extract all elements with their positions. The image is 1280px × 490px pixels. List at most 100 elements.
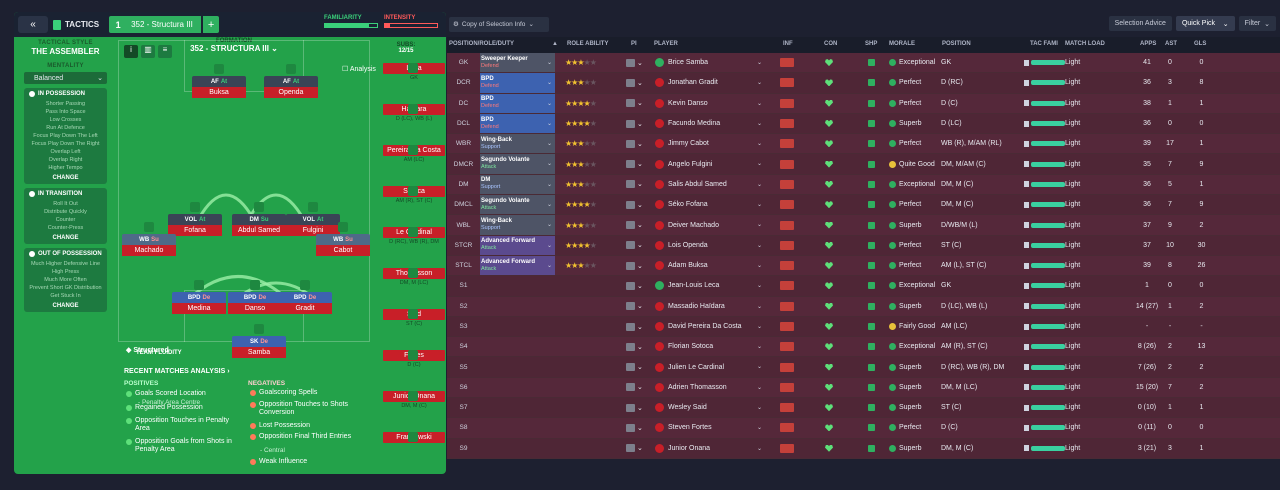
role-duty-select[interactable]: Advanced Forward Attack ⌄ [480, 255, 555, 276]
role-duty-select[interactable] [480, 439, 555, 458]
instructions-icon[interactable] [626, 342, 635, 351]
player-instructions[interactable]: ⌄ [626, 378, 643, 397]
instructions-icon[interactable] [626, 160, 635, 169]
back-button[interactable]: « [18, 16, 48, 33]
player-instructions[interactable]: ⌄ [626, 439, 643, 458]
info-icon[interactable]: i [124, 45, 138, 58]
tactical-style-value[interactable]: THE ASSEMBLER [31, 47, 100, 56]
instructions-icon[interactable] [626, 281, 635, 290]
col-ast[interactable]: AST [1165, 41, 1177, 47]
role-duty-select[interactable] [480, 297, 555, 316]
player-role-duty[interactable]: AF At [192, 76, 246, 87]
player-name[interactable]: Wesley Said [668, 404, 707, 412]
table-row[interactable]: DM DM Support ⌄ ★★★ ★ ★ ⌄ Salis Abdul Samed ⌄ Exce… [447, 174, 1280, 196]
player-name[interactable]: Abdul Samed [232, 225, 286, 236]
instructions-icon[interactable] [626, 58, 635, 67]
table-row[interactable]: S2 ⌄ Massadio Haïdara ⌄ Superb D (LC), WB (L)… [447, 296, 1280, 317]
mentality-select[interactable]: Balanced ⌄ [24, 72, 107, 84]
role-duty-select[interactable]: Wing-Back Support ⌄ [480, 134, 555, 154]
player-cell[interactable]: Kevin Danso [655, 94, 708, 113]
sub-player[interactable]: LecaGK [383, 63, 445, 93]
chevron-down-icon[interactable]: ⌄ [757, 344, 763, 351]
role-duty-select[interactable]: Wing-Back Support ⌄ [480, 215, 555, 235]
tactic-select[interactable]: 352 - Structura III [127, 16, 202, 33]
instructions-icon[interactable] [626, 423, 635, 432]
player-role-duty[interactable]: VOL At [286, 214, 340, 225]
player-instructions[interactable]: ⌄ [626, 236, 643, 255]
chevron-down-icon[interactable]: ⌄ [757, 262, 763, 269]
player-cell[interactable]: Jean-Louis Leca [655, 276, 719, 295]
in-transition-change-button[interactable]: CHANGE [52, 235, 79, 241]
player-role-duty[interactable]: WB Su [122, 234, 176, 245]
player-instructions[interactable]: ⌄ [626, 256, 643, 275]
player-cell[interactable]: Jimmy Cabot [655, 134, 709, 153]
player-cell[interactable]: Angelo Fulgini [655, 154, 712, 173]
player-cell[interactable]: Lois Openda [655, 236, 708, 255]
player-name[interactable]: Salis Abdul Samed [668, 180, 727, 188]
sub-player[interactable]: SaidST (C) [383, 309, 445, 339]
player-name[interactable]: Buksa [192, 87, 246, 98]
player-instructions[interactable]: ⌄ [626, 418, 643, 437]
player-role-duty[interactable]: AF At [264, 76, 318, 87]
role-duty-select[interactable] [480, 378, 555, 397]
role-duty-select[interactable] [480, 276, 555, 295]
player-name[interactable]: Openda [264, 87, 318, 98]
player-name[interactable]: David Pereira Da Costa [668, 323, 742, 330]
player-name[interactable]: Machado [122, 245, 176, 256]
col-morale[interactable]: MORALE [889, 41, 915, 47]
player-name[interactable]: Facundo Medina [668, 120, 721, 128]
chevron-down-icon[interactable]: ⌄ [757, 283, 763, 290]
player-instructions[interactable]: ⌄ [626, 337, 643, 356]
role-duty-select[interactable]: BPD Defend ⌄ [480, 93, 555, 113]
player-role-duty[interactable]: SK De [232, 336, 286, 347]
col-inf[interactable]: INF [783, 41, 793, 47]
player-instructions[interactable]: ⌄ [626, 73, 643, 92]
player-name[interactable]: Lois Openda [668, 241, 708, 249]
player-name[interactable]: Massadio Haïdara [668, 302, 725, 310]
role-duty-select[interactable]: Segundo Volante Attack ⌄ [480, 154, 555, 174]
player-name[interactable]: Séko Fofana [668, 201, 708, 209]
instructions-icon[interactable] [626, 322, 635, 331]
player-name[interactable]: Brice Samba [668, 59, 709, 67]
formation-select[interactable]: 352 - STRUCTURA III ⌄ [190, 44, 278, 53]
chevron-down-icon[interactable]: ⌄ [757, 161, 763, 168]
player-cell[interactable]: Deiver Machado [655, 215, 719, 234]
instructions-icon[interactable] [626, 221, 635, 230]
chevron-down-icon[interactable]: ⌄ [757, 405, 763, 412]
bar-chart-icon[interactable]: ▥ [141, 45, 155, 58]
sub-player[interactable]: SotocaAM (R), ST (C) [383, 186, 445, 216]
player-cell[interactable]: Adam Buksa [655, 256, 708, 275]
table-row[interactable]: STCR Advanced Forward Attack ⌄ ★★★★ ★ ⌄ Lois Op… [447, 235, 1280, 256]
instructions-icon[interactable] [626, 383, 635, 392]
player-instructions[interactable]: ⌄ [626, 94, 643, 113]
chevron-down-icon[interactable]: ⌄ [757, 445, 763, 452]
player-instructions[interactable]: ⌄ [626, 357, 643, 376]
pitch-player[interactable]: WB Su Machado [122, 234, 176, 256]
player-name[interactable]: Cabot [316, 245, 370, 256]
table-row[interactable]: S1 ⌄ Jean-Louis Leca ⌄ Exceptional GK Light 1 0 0 [447, 276, 1280, 297]
sub-player[interactable]: ThomassonDM, M (LC) [383, 268, 445, 298]
in-possession-change-button[interactable]: CHANGE [52, 175, 79, 181]
table-row[interactable]: DC BPD Defend ⌄ ★★★★ ★ ⌄ Kevin Danso ⌄ Perfect D (… [447, 93, 1280, 114]
player-instructions[interactable]: ⌄ [626, 276, 643, 295]
table-row[interactable]: DMCL Segundo Volante Attack ⌄ ★★★★ ★ ⌄ Séko Fof… [447, 195, 1280, 216]
player-instructions[interactable]: ⌄ [626, 317, 643, 336]
pitch-player[interactable]: VOL At Fulgini [286, 214, 340, 236]
player-instructions[interactable]: ⌄ [626, 134, 643, 153]
player-cell[interactable]: Jonathan Gradit [655, 73, 718, 92]
player-name[interactable]: Adrien Thomasson [668, 383, 727, 391]
player-name[interactable]: Jean-Louis Leca [668, 282, 720, 290]
table-row[interactable]: S3 ⌄ David Pereira Da Costa ⌄ Fairly Good AM … [447, 316, 1280, 338]
instructions-icon[interactable] [626, 363, 635, 372]
chevron-down-icon[interactable]: ⌄ [757, 222, 763, 229]
pitch-player[interactable]: BPD De Danso [228, 292, 282, 314]
instructions-icon[interactable] [626, 302, 635, 311]
chevron-down-icon[interactable]: ⌄ [757, 242, 763, 249]
player-name[interactable]: Samba [232, 347, 286, 358]
player-name[interactable]: Gradit [278, 303, 332, 314]
player-instructions[interactable]: ⌄ [626, 175, 643, 194]
table-row[interactable]: STCL Advanced Forward Attack ⌄ ★★★ ★ ★ ⌄ Adam Bu… [447, 255, 1280, 277]
chevron-down-icon[interactable]: ⌄ [757, 303, 763, 310]
player-name[interactable]: Adam Buksa [668, 262, 708, 270]
